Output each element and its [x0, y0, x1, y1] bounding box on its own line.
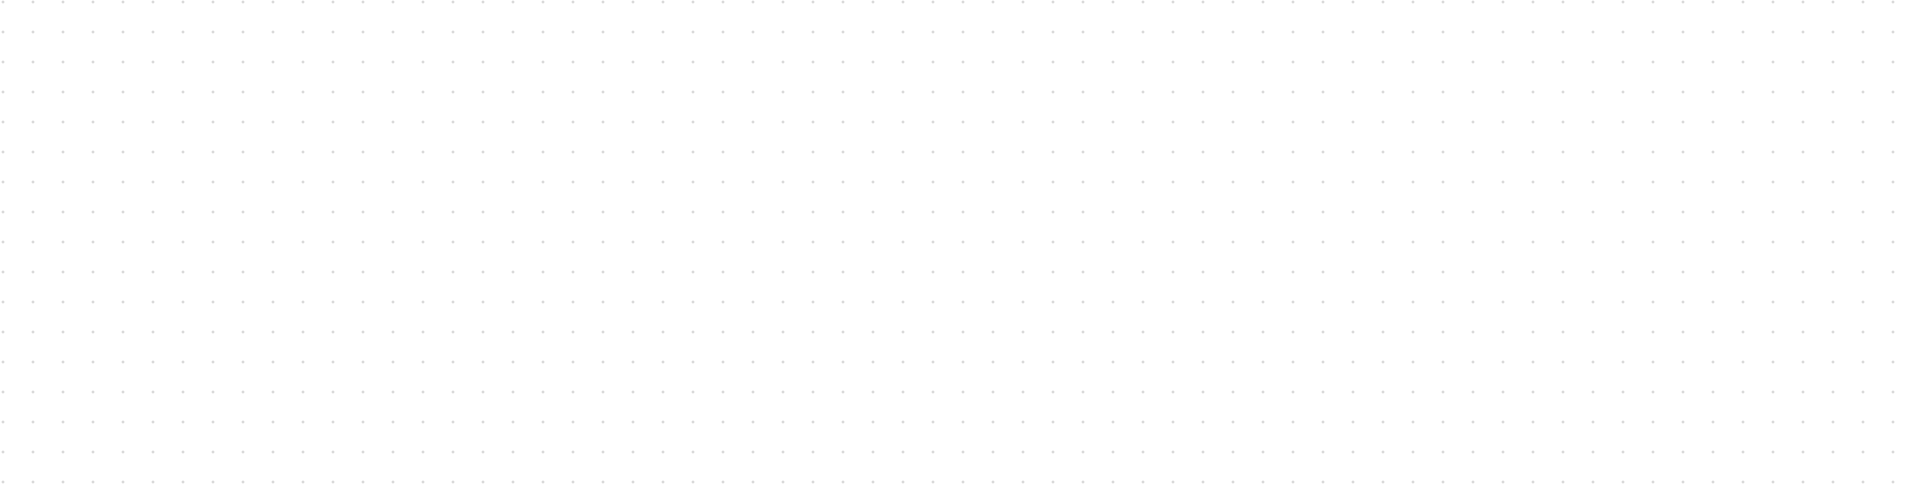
dot-grid-canvas[interactable] [0, 0, 1920, 500]
